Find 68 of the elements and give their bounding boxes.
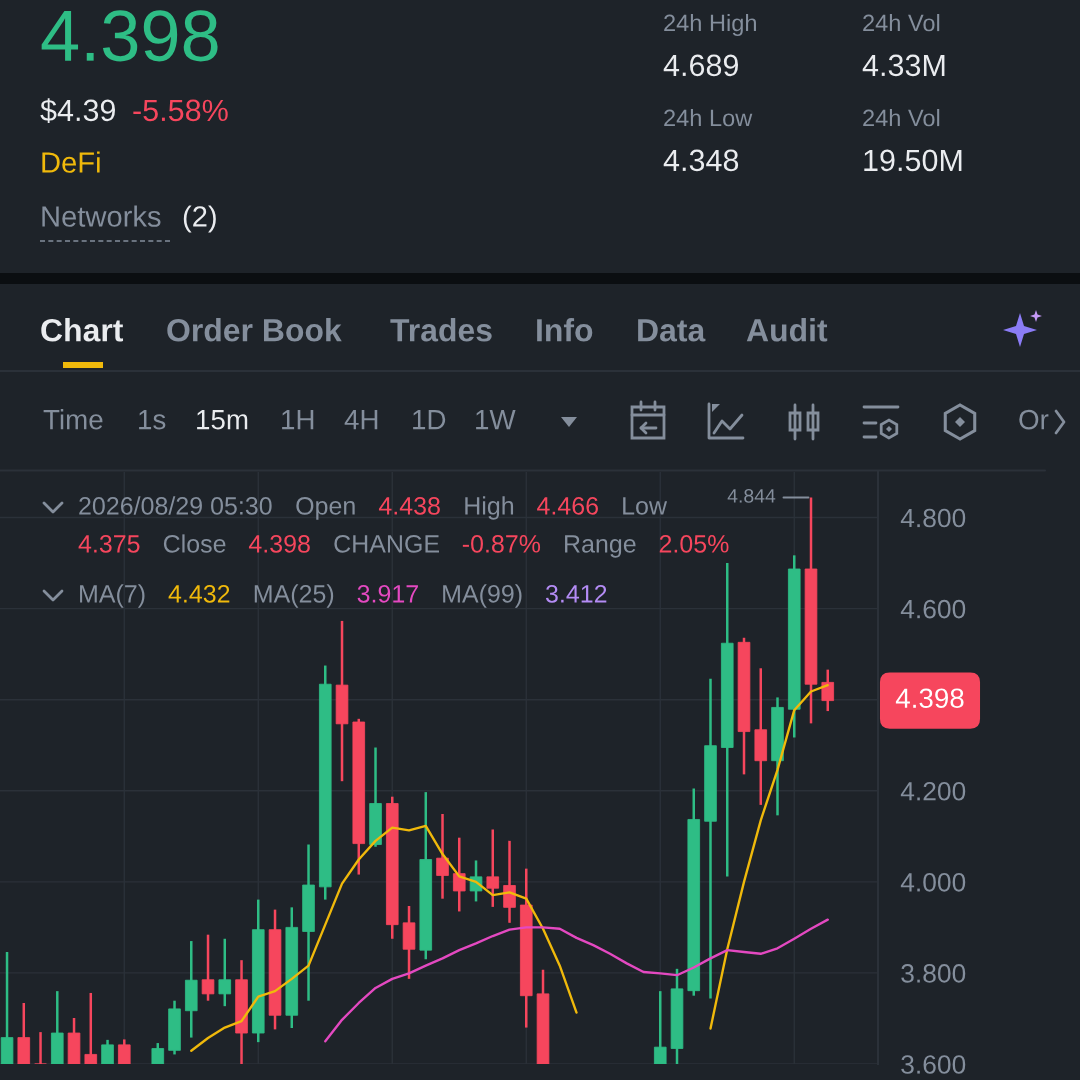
annotation: Close xyxy=(163,534,226,553)
annotation: Range xyxy=(565,535,636,558)
text: DeFi xyxy=(42,151,100,173)
text: Info xyxy=(537,318,593,342)
candlestick xyxy=(486,828,500,909)
text: $4.39 xyxy=(40,98,116,124)
text: Time xyxy=(43,409,103,430)
annotation: MA(99) xyxy=(443,584,522,608)
candlestick xyxy=(821,668,835,713)
annotation: 4.375 xyxy=(78,535,140,553)
candlestick xyxy=(118,1038,131,1064)
annotation: 4.466 xyxy=(537,497,598,515)
annotation: 3.412 xyxy=(545,585,607,603)
y-tick-label: 3.600 xyxy=(901,1055,966,1074)
annotation: MA(7) xyxy=(80,584,145,608)
text: Or xyxy=(1019,409,1049,430)
text: 19.50M xyxy=(864,149,962,172)
candlestick xyxy=(653,989,667,1064)
line-series xyxy=(324,918,829,1043)
candlestick xyxy=(436,812,449,900)
text: 4.33M xyxy=(862,54,945,77)
text: 24h Low xyxy=(664,109,753,127)
text: 1s xyxy=(139,410,166,430)
text: Trades xyxy=(390,318,492,342)
candlestick xyxy=(84,991,98,1064)
candlestick xyxy=(201,933,215,1002)
text: Audit xyxy=(746,318,828,342)
annotation: -0.87% xyxy=(462,535,541,553)
annotation: 4.398 xyxy=(248,535,310,553)
annotation: High xyxy=(465,496,514,520)
text: Order Book xyxy=(167,318,342,342)
text: 4H xyxy=(344,410,378,430)
annotation: 2.05% xyxy=(659,535,729,553)
text: Chart xyxy=(41,318,124,342)
text: 4.348 xyxy=(663,149,739,172)
candlestick xyxy=(101,1038,114,1064)
candlestick xyxy=(503,839,516,925)
text: Data xyxy=(638,319,706,342)
text: 1W xyxy=(476,410,516,430)
y-tick-label: 4.000 xyxy=(900,872,966,892)
annotation: CHANGE xyxy=(334,535,440,553)
candlestick xyxy=(34,1030,47,1064)
y-tick-label: 3.800 xyxy=(901,964,966,983)
text: 4.398 xyxy=(895,688,964,709)
annotation: Low xyxy=(623,497,668,515)
text: 24h Vol xyxy=(863,14,940,32)
text: (2) xyxy=(183,205,216,233)
text: Networks xyxy=(42,205,161,227)
text: 24h High xyxy=(664,14,756,36)
y-tick-label: 4.800 xyxy=(900,508,966,528)
text: 1H xyxy=(282,410,314,430)
annotation: 4.438 xyxy=(378,497,440,515)
text: 24h Vol xyxy=(863,109,940,127)
annotation: 3.917 xyxy=(357,585,418,603)
annotation: Open xyxy=(296,497,355,520)
candlestick xyxy=(218,937,232,1008)
candlestick xyxy=(452,836,466,913)
text: 4.689 xyxy=(663,54,739,77)
annotation: 4.844 xyxy=(727,488,776,503)
text: 1D xyxy=(413,410,446,430)
text: 15m xyxy=(197,410,248,430)
annotation: MA(25) xyxy=(254,584,334,608)
y-tick-label: 4.200 xyxy=(900,781,966,801)
text: -5.58% xyxy=(133,99,228,122)
annotation: 4.432 xyxy=(168,585,230,603)
text: 4.398 xyxy=(41,10,218,62)
annotation: 2026/08/29 05:30 xyxy=(79,496,272,515)
y-tick-label: 4.600 xyxy=(900,599,966,619)
